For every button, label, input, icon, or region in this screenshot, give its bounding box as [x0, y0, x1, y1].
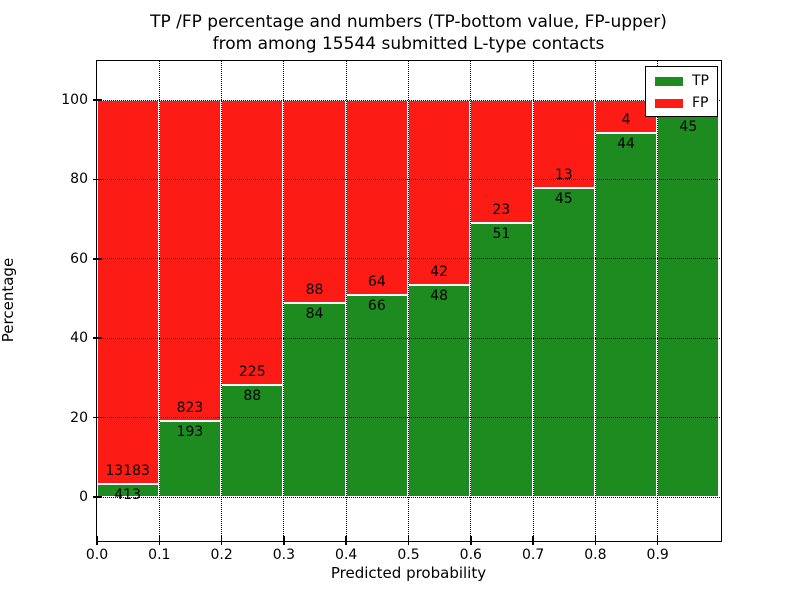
x-tick-label: 0.5 [397, 547, 420, 563]
bar-segment-tp [96, 484, 159, 497]
x-tick-mark [220, 536, 223, 545]
v-gridline [283, 60, 285, 540]
tp-count-label: 413 [114, 487, 142, 504]
bar-segment-tp [345, 294, 408, 497]
x-tick-mark [407, 536, 410, 545]
bar-segment-fp [532, 99, 595, 189]
y-tick-label: 80 [70, 171, 88, 188]
tp-count-label: 193 [176, 424, 204, 441]
tp-count-label: 44 [617, 135, 635, 152]
fp-count-label: 88 [305, 281, 324, 298]
value-labels-layer: 13183 413 823 193 225 88 88 84 64 66 42 48 23 51 13 45 4… [97, 61, 720, 540]
chart-title-line2: from among 15544 submitted L-type contac… [212, 34, 605, 54]
y-tick-mark [93, 178, 102, 181]
fp-count-label: 64 [367, 273, 386, 290]
y-tick-mark [93, 416, 102, 419]
bar-segment-fp [408, 99, 471, 285]
v-gridline [594, 60, 596, 540]
tp-count-label: 45 [679, 119, 698, 136]
bars-layer [96, 61, 720, 540]
x-tick-mark [594, 536, 597, 545]
x-tick-mark [532, 536, 534, 545]
tp-count-label: 48 [430, 287, 449, 304]
v-gridline [221, 60, 223, 540]
plot-area: 13183 413 823 193 225 88 88 84 64 66 42 48 23 51 13 45 4… [95, 59, 722, 542]
tp-swatch [655, 76, 683, 86]
bar-segment-tp [594, 132, 658, 497]
bar-segment-tp [158, 421, 222, 497]
x-tick-mark [96, 536, 98, 545]
x-tick-label: 0.3 [272, 547, 296, 563]
chart-title: TP /FP percentage and numbers (TP-bottom… [97, 11, 720, 55]
x-tick-label: 0.6 [459, 547, 482, 563]
y-tick-mark [93, 99, 102, 101]
x-tick-mark [158, 536, 161, 545]
y-tick-label: 40 [70, 330, 88, 347]
fp-swatch [655, 98, 683, 108]
v-gridline [657, 60, 659, 540]
x-axis-label: Predicted probability [330, 564, 487, 582]
y-tick-mark [93, 496, 102, 498]
v-gridline [532, 60, 534, 540]
x-tick-label: 0.8 [584, 547, 607, 563]
chart-title-line1: TP /FP percentage and numbers (TP-bottom… [150, 12, 667, 32]
y-tick-label: 60 [70, 250, 88, 267]
v-gridline [345, 60, 347, 540]
legend: TP FP [645, 66, 718, 117]
bar-segment-fp [96, 99, 159, 485]
legend-item: FP [655, 95, 709, 111]
x-tick-mark [345, 536, 347, 545]
tp-count-label: 84 [305, 305, 324, 322]
fp-count-label: 42 [430, 263, 449, 280]
legend-label: FP [692, 95, 709, 111]
x-tick-label: 0.1 [148, 547, 171, 563]
y-tick-label: 100 [61, 92, 88, 108]
x-tick-label: 0.9 [646, 547, 669, 563]
v-gridline [158, 60, 160, 540]
tp-count-label: 66 [367, 297, 386, 314]
bar-labels-region: 13183 413 823 193 225 88 88 84 64 66 42 48 23 51 13 45 4… [97, 100, 720, 504]
y-axis-label: Percentage [0, 257, 17, 343]
v-gridline [408, 60, 409, 540]
x-tick-label: 0.0 [85, 547, 109, 563]
x-tick-label: 0.2 [210, 547, 233, 563]
y-tick-label: 20 [70, 409, 88, 426]
x-tick-mark [470, 536, 472, 545]
x-tick-mark [283, 536, 285, 545]
bar-region [96, 99, 720, 497]
legend-item: TP [655, 73, 709, 89]
x-tick-label: 0.4 [335, 547, 358, 563]
fp-count-label: 23 [492, 201, 511, 218]
x-tick-mark [656, 536, 659, 545]
grid-layer [96, 60, 720, 540]
fp-count-label: 13 [554, 167, 573, 184]
y-tick-mark [93, 337, 102, 339]
bar-segment-tp [283, 302, 346, 497]
legend-label: TP [692, 73, 709, 89]
fp-count-label: 4 [621, 111, 631, 128]
fp-count-label: 13183 [105, 463, 150, 480]
tp-count-label: 45 [554, 191, 573, 208]
fp-count-label: 823 [176, 400, 204, 417]
v-gridline [470, 60, 472, 540]
tp-count-label: 88 [243, 387, 262, 404]
y-tick-mark [93, 258, 102, 260]
tp-count-label: 51 [492, 225, 511, 242]
x-tick-label: 0.7 [521, 547, 545, 563]
bar-segment-fp [470, 99, 533, 223]
y-tick-label: 0 [79, 489, 88, 505]
fp-count-label: 225 [238, 363, 266, 380]
bar-segment-fp [158, 99, 222, 422]
bar-segment-tp [532, 188, 595, 497]
